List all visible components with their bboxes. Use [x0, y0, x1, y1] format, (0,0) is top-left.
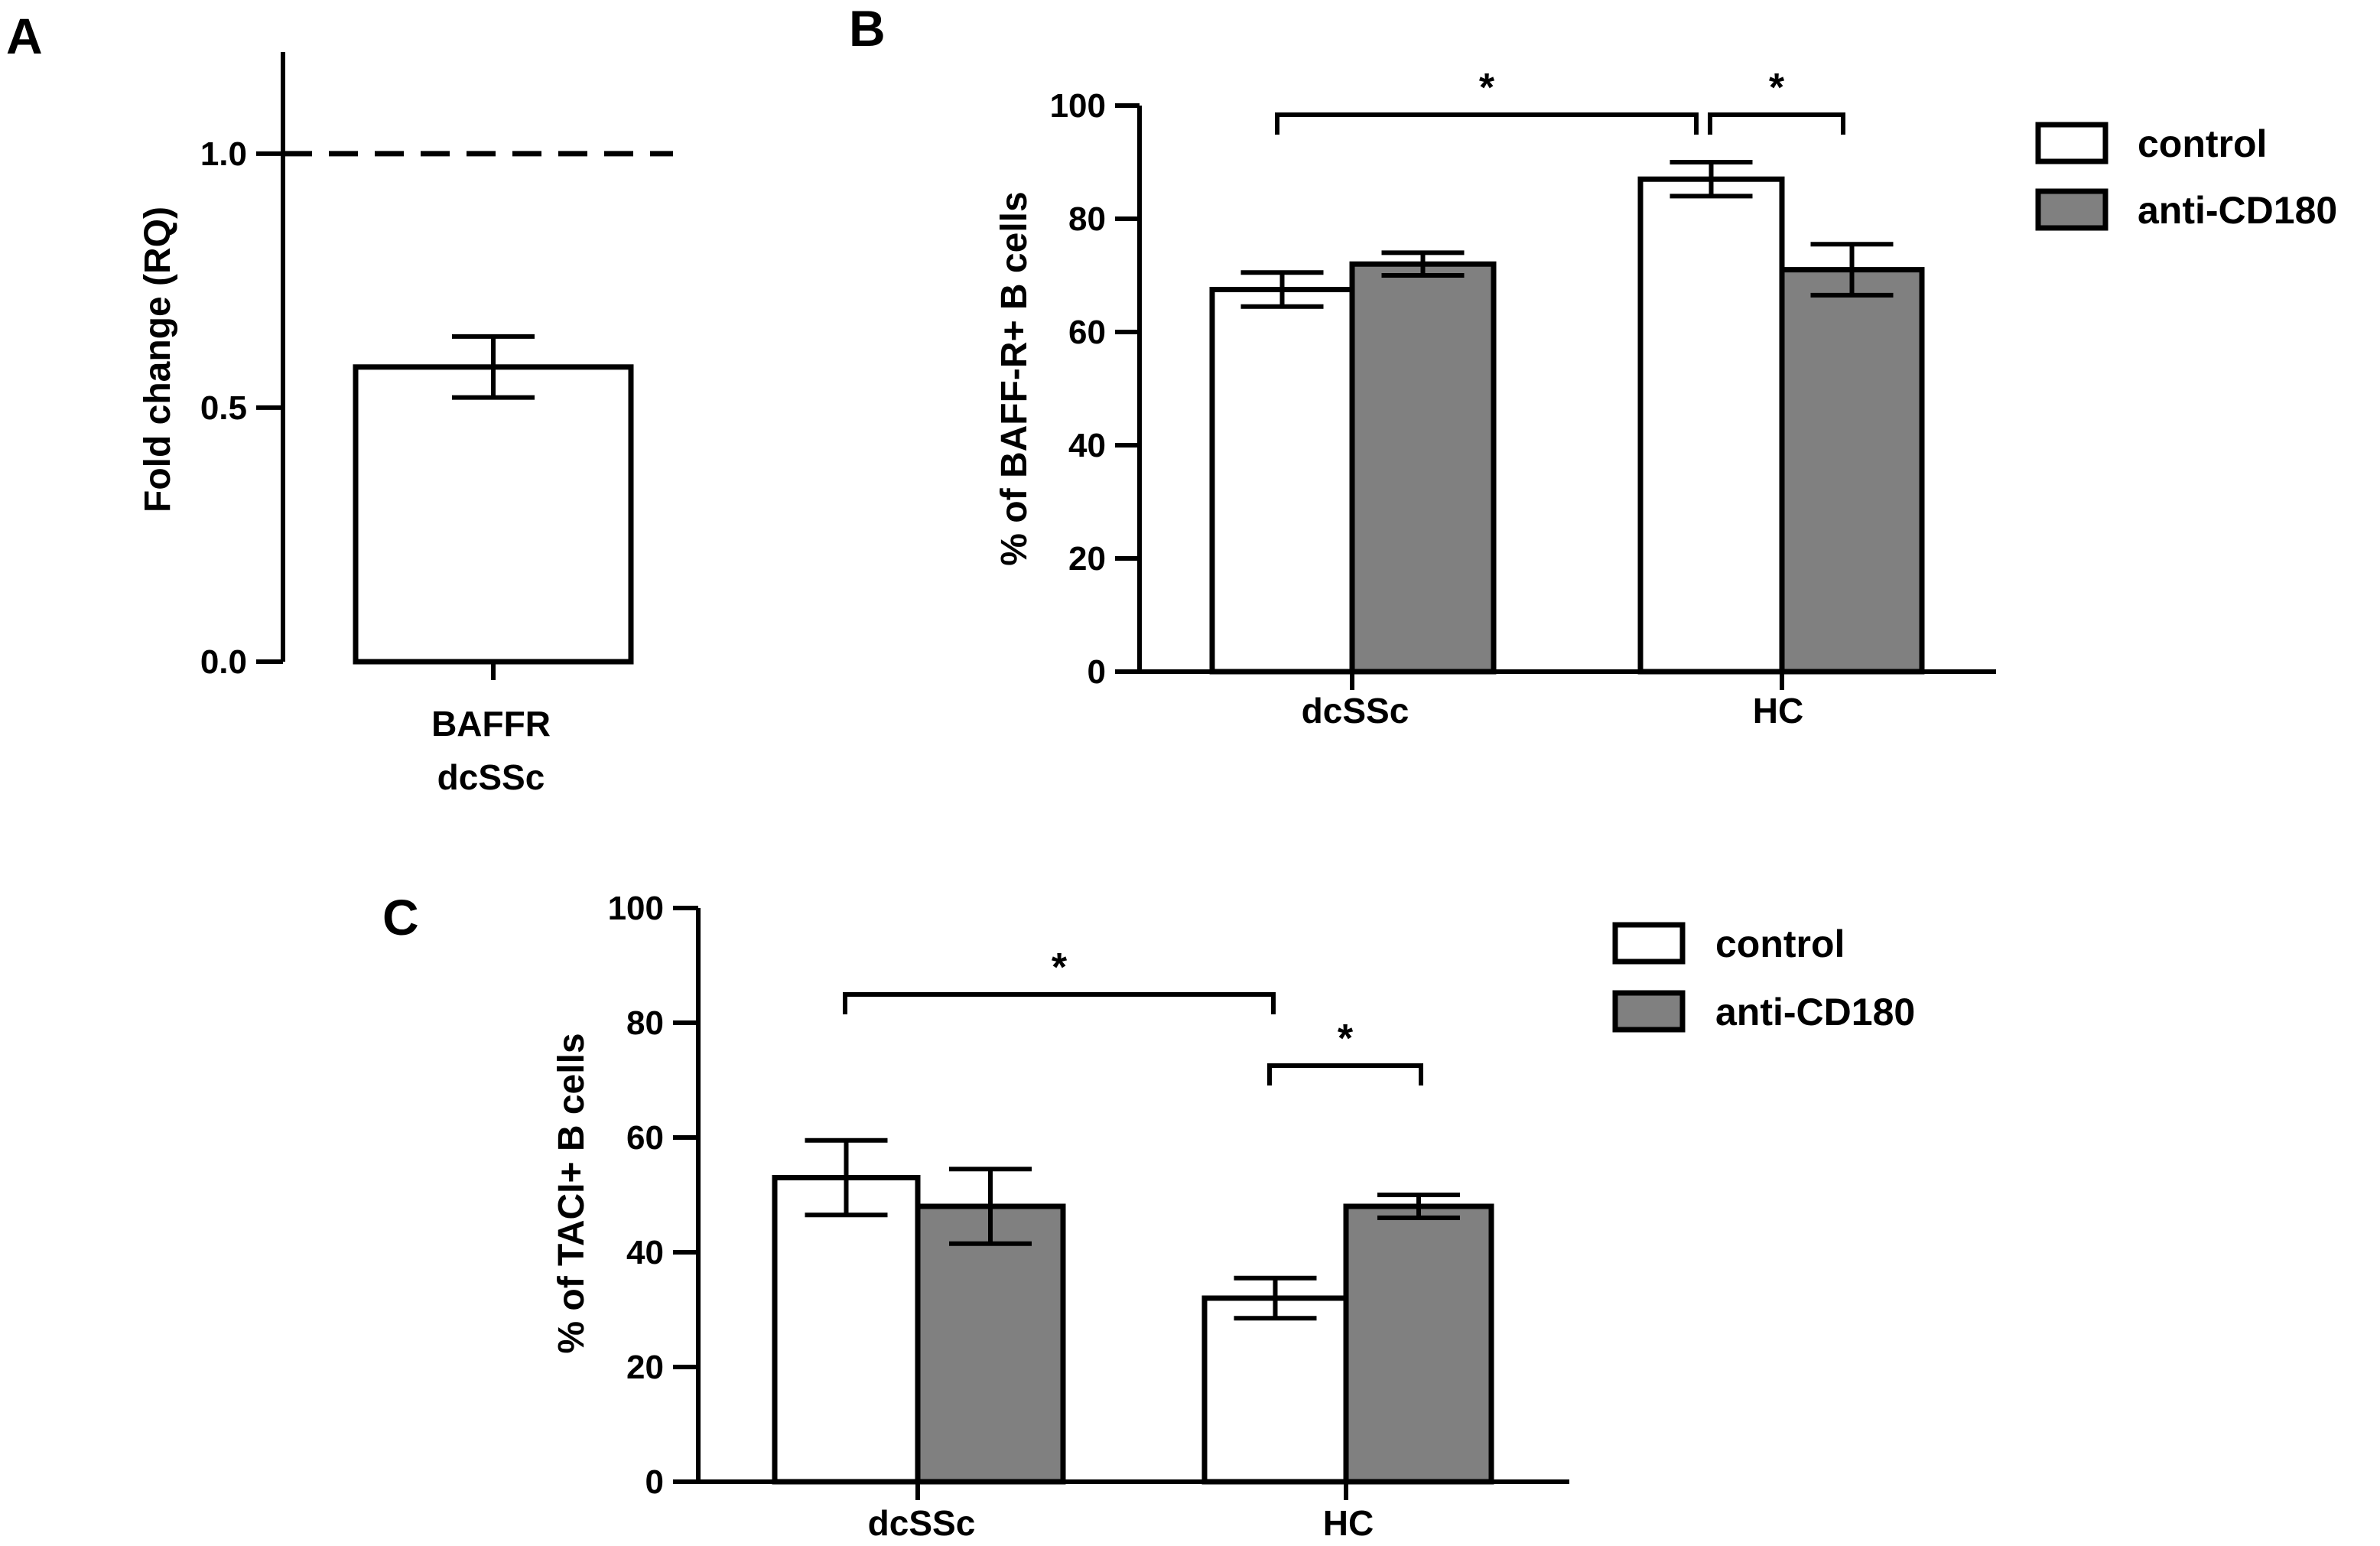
panel-b-bar-control-1: [1637, 176, 1785, 675]
panel-c-legend-swatch-anti-cd180: [1612, 990, 1686, 1033]
panel-c-significance-bracket: [1267, 1063, 1423, 1085]
panel-c-category-dcssc: dcSSc: [868, 1503, 976, 1543]
panel-b-legend: control anti-CD180: [2035, 122, 2337, 232]
panel-b-bar-anti-cd180-1: [1779, 267, 1925, 675]
panel-b-significance-star: *: [1479, 66, 1495, 110]
panel-c-significance-bracket: [843, 992, 1276, 1014]
panel-c-bar-anti-cd180-0: [915, 1203, 1066, 1485]
panel-a-letter: A: [6, 8, 43, 64]
panel-b-letter: B: [849, 0, 886, 57]
panel-b-y-tick-label: 20: [1068, 540, 1106, 578]
panel-b-y-tick-label: 40: [1068, 427, 1106, 464]
panel-c-y-tick-label: 20: [626, 1349, 664, 1386]
panel-c-y-tick-label: 80: [626, 1004, 664, 1042]
panel-c-y-tick-label: 100: [608, 890, 664, 927]
panel-a-category-line-1: BAFFR: [431, 704, 551, 744]
panel-b-legend-label-anti-cd180: anti-CD180: [2138, 189, 2337, 232]
panel-c-letter: C: [382, 889, 419, 946]
panel-a-y-tick-label: 1.0: [200, 135, 247, 173]
panel-c: C % of TACI+ B cells 0 20 40 60 80 100 * * dcS…: [382, 889, 1915, 1543]
panel-c-significance-star: *: [1338, 1017, 1354, 1061]
panel-c-bar-control-0: [772, 1175, 921, 1485]
panel-b: B % of BAFF-R+ B cells 0 20 40 60 80 100 * * d…: [849, 0, 2337, 731]
panel-c-y-tick-label: 60: [626, 1119, 664, 1157]
panel-c-significance-star: *: [1052, 946, 1068, 990]
panel-c-y-tick-label: 40: [626, 1234, 664, 1271]
panel-b-significance-star: *: [1769, 66, 1785, 110]
panel-c-legend-swatch-control: [1612, 922, 1686, 965]
panel-c-legend: control anti-CD180: [1612, 922, 1915, 1033]
panel-b-bar-anti-cd180-0: [1349, 261, 1497, 675]
panel-c-y-tick-label: 0: [645, 1463, 664, 1501]
panel-b-y-tick-label: 0: [1088, 653, 1106, 691]
panel-b-bar-control-0: [1209, 287, 1355, 675]
panel-a-bar-baffr-dcssc-0: [353, 364, 634, 665]
panel-b-y-tick-label: 60: [1068, 314, 1106, 351]
panel-a: A Fold change (RQ) 0.0 0.5 1.0 BAFFR dcSSc: [6, 8, 673, 797]
panel-b-legend-swatch-anti-cd180: [2035, 188, 2109, 231]
panel-b-category-dcssc: dcSSc: [1302, 691, 1409, 731]
panel-a-category-line-2: dcSSc: [437, 757, 545, 797]
panel-c-legend-label-control: control: [1715, 923, 1845, 965]
panel-b-y-tick-label: 80: [1068, 200, 1106, 238]
panel-b-y-tick-label: 100: [1050, 87, 1106, 125]
panel-c-category-hc: HC: [1323, 1503, 1374, 1543]
panel-c-legend-label-anti-cd180: anti-CD180: [1715, 991, 1915, 1033]
panel-b-y-axis-title: % of BAFF-R+ B cells: [994, 191, 1035, 565]
panel-a-y-tick-label: 0.0: [200, 643, 247, 681]
panel-c-y-axis-title: % of TACI+ B cells: [551, 1033, 592, 1353]
panel-b-category-hc: HC: [1753, 691, 1803, 731]
panel-b-legend-swatch-control: [2035, 122, 2109, 164]
panel-c-bar-control-1: [1201, 1295, 1349, 1485]
panel-a-y-tick-label: 0.5: [200, 389, 247, 427]
panel-b-significance-bracket: [1708, 112, 1845, 135]
panel-b-significance-bracket: [1275, 112, 1699, 135]
panel-a-y-axis-title: Fold change (RQ): [138, 207, 178, 513]
panel-b-legend-label-control: control: [2138, 122, 2267, 165]
panel-c-bar-anti-cd180-1: [1343, 1203, 1494, 1485]
